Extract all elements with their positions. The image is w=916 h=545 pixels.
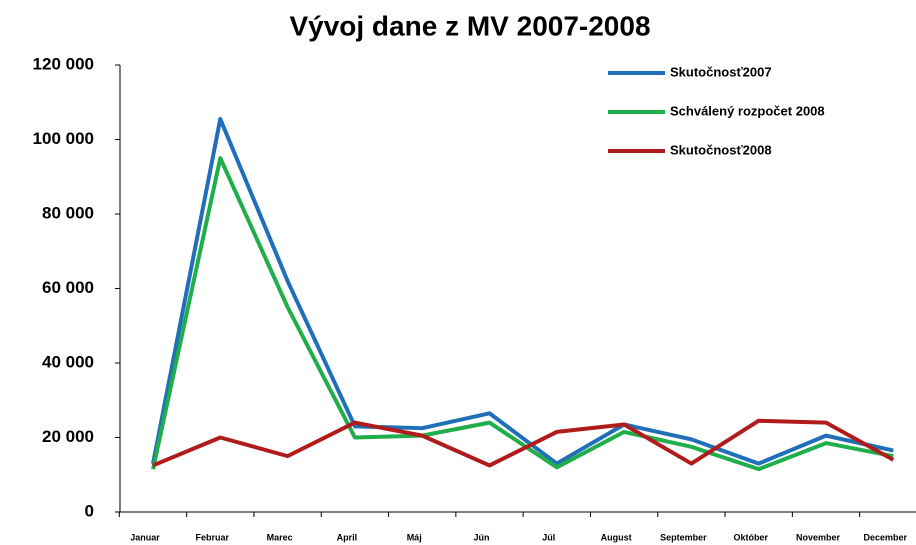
x-tick-label: Júl <box>542 532 555 542</box>
x-tick-label: Október <box>733 532 768 542</box>
x-tick-label: Jún <box>473 532 489 542</box>
x-tick-label: September <box>660 532 707 542</box>
x-tick-label: Februar <box>196 532 230 542</box>
y-tick-label: 0 <box>85 501 94 520</box>
legend-label: Skutočnosť2008 <box>670 142 772 157</box>
x-tick-label: December <box>864 532 908 542</box>
chart-title: Vývoj dane z MV 2007-2008 <box>289 10 650 41</box>
x-tick-label: Máj <box>407 532 422 542</box>
series-line <box>151 117 894 466</box>
legend-label: Schválený rozpočet 2008 <box>670 103 825 118</box>
legend-label: Skutočnosť2007 <box>670 64 772 79</box>
x-tick-label: April <box>337 532 358 542</box>
y-tick-label: 120 000 <box>33 54 94 73</box>
x-tick-label: November <box>796 532 841 542</box>
y-tick-label: 80 000 <box>42 203 94 222</box>
y-tick-label: 100 000 <box>33 129 94 148</box>
y-tick-label: 20 000 <box>42 427 94 446</box>
series-line <box>152 418 895 468</box>
series-line <box>151 156 894 472</box>
y-tick-label: 60 000 <box>42 278 94 297</box>
x-tick-label: Januar <box>130 532 160 542</box>
y-tick-label: 40 000 <box>42 352 94 371</box>
x-tick-label: August <box>601 532 632 542</box>
x-tick-label: Marec <box>267 532 293 542</box>
